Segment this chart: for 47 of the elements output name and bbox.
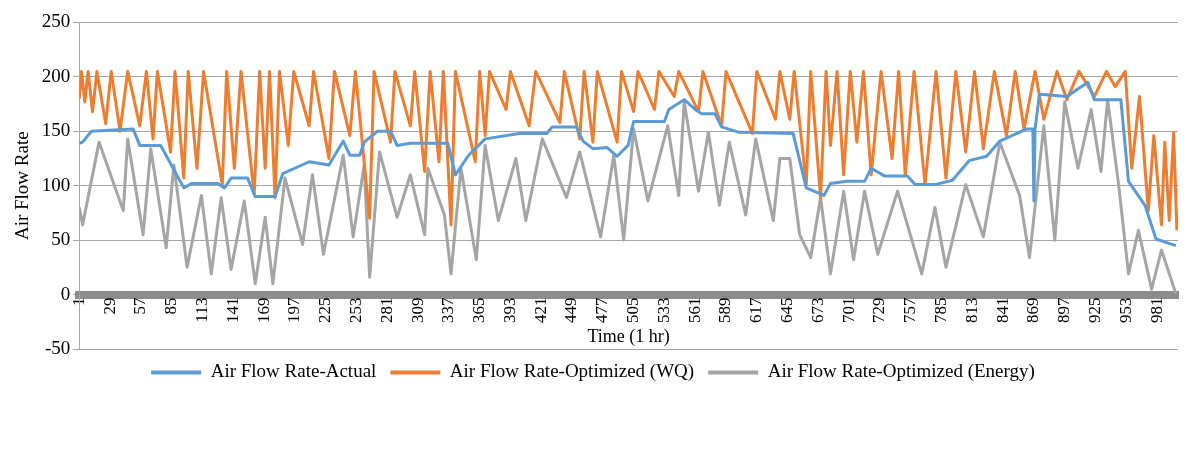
x-tick-label: 561 [684,297,704,324]
x-tick-label: 477 [592,297,612,324]
x-tick-label: 953 [1115,297,1135,324]
x-tick-label: 785 [931,297,951,324]
y-tick-label: 150 [41,119,71,141]
y-tick-label: -50 [44,336,71,358]
x-axis-title: Time (1 hr) [587,325,670,347]
x-tick-label: 645 [777,297,797,324]
x-tick-label: 57 [130,297,150,315]
x-tick-label: 393 [499,297,519,324]
x-tick-label: 113 [191,297,211,323]
legend-label: Air Flow Rate-Actual [210,360,377,382]
x-tick-label: 309 [407,297,427,324]
x-tick-label: 869 [1023,297,1043,324]
y-axis-title: Air Flow Rate [11,131,33,241]
x-tick-label: 141 [222,297,242,324]
x-tick-label: 617 [746,297,766,324]
x-tick-label: 841 [992,297,1012,324]
x-tick-label: 925 [1084,297,1104,324]
x-tick-label: 253 [345,297,365,324]
y-tick-label: 0 [60,282,71,304]
x-tick-label: 197 [284,297,304,324]
x-tick-label: 281 [376,297,396,324]
y-tick-label: 50 [51,228,71,250]
y-tick-label: 200 [41,64,71,86]
x-tick-label: 981 [1146,297,1166,324]
x-tick-label: 673 [807,297,827,324]
legend-label: Air Flow Rate-Optimized (Energy) [767,360,1035,383]
x-tick-label: 729 [869,297,889,324]
x-tick-label: 365 [469,297,489,324]
x-tick-label: 505 [623,297,643,324]
legend-label: Air Flow Rate-Optimized (WQ) [449,360,695,383]
x-tick-label: 701 [838,297,858,324]
x-tick-label: 421 [530,297,550,324]
x-tick-label: 449 [561,297,581,324]
x-tick-label: 337 [438,297,458,324]
y-tick-label: 250 [41,10,71,32]
x-tick-label: 225 [315,297,335,324]
x-tick-label: 29 [99,297,119,315]
x-tick-label: 589 [715,297,735,324]
x-tick-label: 757 [900,297,920,324]
y-tick-label: 100 [41,173,71,195]
x-tick-label: 533 [653,297,673,324]
x-tick-label: 813 [961,297,981,324]
x-tick-label: 85 [161,297,181,315]
x-tick-label: 169 [253,297,273,324]
x-tick-label: 897 [1054,297,1074,324]
